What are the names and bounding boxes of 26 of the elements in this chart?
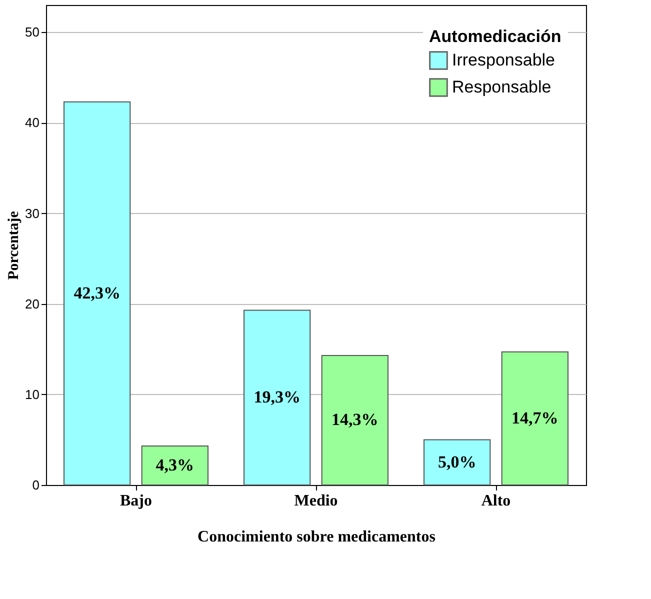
legend-label: Irresponsable [452,50,556,70]
bar [321,354,388,486]
bar [64,101,131,486]
y-tick-label: 20 [25,296,40,312]
data-label: 14,7% [512,408,558,428]
y-tick-label: 10 [25,386,40,402]
x-tick-label: Alto [481,492,511,510]
legend-label: Responsable [452,78,552,96]
data-label: 14,3% [332,410,378,430]
x-tick-label: Bajo [120,492,152,510]
x-tick-label: Medio [294,492,338,510]
bar [424,439,491,486]
bar [141,446,208,486]
y-tick-label: 40 [25,115,40,130]
x-axis-title: Conocimiento sobre medicamentos [198,528,436,546]
data-label: 4,3% [156,456,194,475]
data-label: 42,3% [74,283,120,302]
legend-title: Automedicación [429,27,562,46]
y-tick-label: 50 [25,24,40,40]
y-tick-label: 30 [25,206,40,221]
y-axis-title: Porcentaje [6,210,22,280]
data-label: 5,0% [438,452,476,472]
y-tick-label: 0 [32,478,40,492]
data-label: 19,3% [254,388,300,407]
bar [244,310,311,486]
bar [501,351,568,486]
